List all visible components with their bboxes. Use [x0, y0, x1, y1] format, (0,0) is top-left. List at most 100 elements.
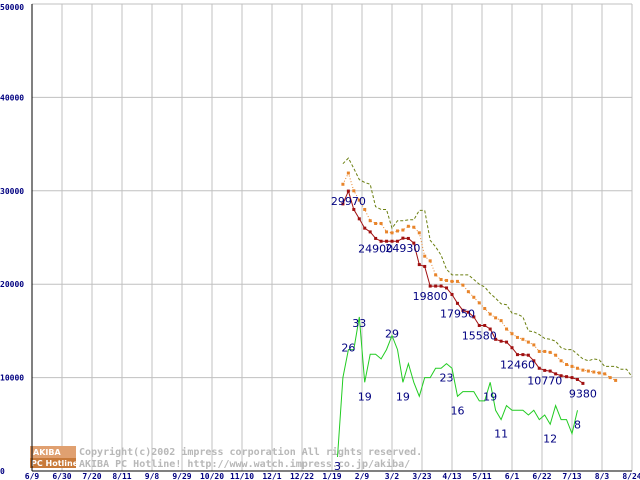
data-label-min: 29970: [331, 195, 366, 208]
x-tick-label: 6/22: [532, 472, 551, 480]
data-point-average: [515, 335, 519, 339]
data-point-average: [575, 366, 579, 370]
y-tick-label: 10000: [0, 374, 24, 383]
y-tick-label: 20000: [0, 280, 24, 289]
grid: [31, 3, 633, 472]
data-label-shops: 23: [440, 372, 454, 385]
y-tick-label: 0: [0, 467, 5, 476]
site-url-line: AKIBA PC Hotline! http://www.watch.impre…: [79, 458, 410, 470]
data-label-min: 9380: [569, 387, 597, 400]
x-tick-label: 1/19: [322, 472, 341, 480]
data-point-min: [341, 202, 345, 206]
x-tick-label: 6/1: [505, 472, 520, 480]
data-point-average: [412, 225, 416, 229]
x-tick-label: 5/11: [472, 472, 491, 480]
x-tick-label: 10/20: [200, 472, 224, 480]
data-label-min: 19800: [413, 290, 448, 303]
data-point-average: [472, 295, 476, 299]
data-point-min: [466, 310, 470, 314]
x-tick-label: 3/2: [385, 472, 400, 480]
data-point-min: [526, 353, 530, 357]
x-tick-label: 4/13: [442, 472, 461, 480]
data-point-average: [565, 363, 569, 367]
data-point-min: [505, 340, 509, 344]
data-point-average: [597, 371, 601, 375]
data-point-average: [346, 171, 350, 175]
data-point-average: [406, 224, 410, 228]
data-point-min: [417, 263, 421, 267]
y-tick-label: 50000: [0, 3, 24, 12]
data-point-average: [423, 254, 427, 258]
data-point-average: [570, 364, 574, 368]
data-point-average: [395, 229, 399, 233]
data-point-min: [559, 374, 563, 378]
data-label-shops: 12: [543, 432, 557, 445]
data-point-average: [614, 378, 618, 382]
logo-badge-bottom: [30, 458, 76, 468]
data-point-min: [461, 308, 465, 312]
data-point-min: [412, 241, 416, 245]
data-label-shops: 19: [483, 390, 497, 403]
data-point-min: [395, 239, 399, 243]
data-point-min: [352, 207, 356, 211]
x-tick-label: 9/8: [145, 472, 160, 480]
data-point-min: [477, 323, 481, 327]
data-point-min: [390, 239, 394, 243]
data-point-average: [450, 279, 454, 283]
data-point-min: [450, 292, 454, 296]
data-point-average: [532, 343, 536, 347]
y-tick-label: 30000: [0, 187, 24, 196]
data-point-average: [586, 369, 590, 373]
x-tick-label: 6/30: [52, 472, 71, 480]
data-label-shops: 19: [358, 390, 372, 403]
data-point-min: [363, 226, 367, 230]
data-point-average: [592, 370, 596, 374]
logo-badge-top-text: AKIBA: [33, 448, 61, 457]
data-point-min: [543, 368, 547, 372]
data-label-shops: 26: [341, 342, 355, 355]
data-point-min: [565, 375, 569, 379]
data-point-min: [537, 366, 541, 370]
data-point-min: [434, 284, 438, 288]
data-point-min: [483, 323, 487, 327]
data-point-average: [548, 350, 552, 354]
data-label-shops: 29: [385, 328, 399, 341]
data-point-min: [472, 315, 476, 319]
data-label-shops: 3: [334, 460, 341, 473]
data-label-shops: 19: [396, 390, 410, 403]
axes: 0 10000 20000 30000 40000 50000 6/9 6/30 7/20 8/1…: [0, 3, 640, 480]
data-point-average: [445, 278, 449, 282]
series-layer: [337, 157, 633, 458]
data-point-min: [368, 230, 372, 234]
data-point-average: [417, 231, 421, 235]
logo-badge-bottom-text: PC Hotline!: [31, 459, 82, 468]
data-point-average: [428, 259, 432, 263]
data-point-average: [379, 221, 383, 225]
data-point-average: [439, 278, 443, 282]
data-point-average: [505, 327, 509, 331]
x-tick-label: 9/29: [172, 472, 191, 480]
data-point-min: [423, 264, 427, 268]
x-tick-label: 11/10: [230, 472, 254, 480]
data-point-average: [483, 306, 487, 310]
data-point-average: [526, 340, 530, 344]
series-line-average: [342, 171, 616, 381]
data-point-average: [385, 230, 389, 234]
data-point-min: [401, 236, 405, 240]
data-point-min: [488, 327, 492, 331]
data-point-average: [559, 359, 563, 363]
data-point-average: [352, 189, 356, 193]
series-line-shops: [337, 316, 578, 458]
data-point-min: [428, 284, 432, 288]
data-point-average: [401, 228, 405, 232]
data-label-min: 15580: [462, 329, 497, 342]
data-point-min: [548, 369, 552, 373]
x-tick-label: 12/1: [262, 472, 281, 480]
data-point-min: [521, 353, 525, 357]
data-point-average: [499, 319, 503, 323]
x-tick-label: 8/24: [622, 472, 640, 480]
x-tick-label: 12/22: [290, 472, 314, 480]
series-line-max: [342, 157, 633, 377]
data-point-min: [575, 377, 579, 381]
